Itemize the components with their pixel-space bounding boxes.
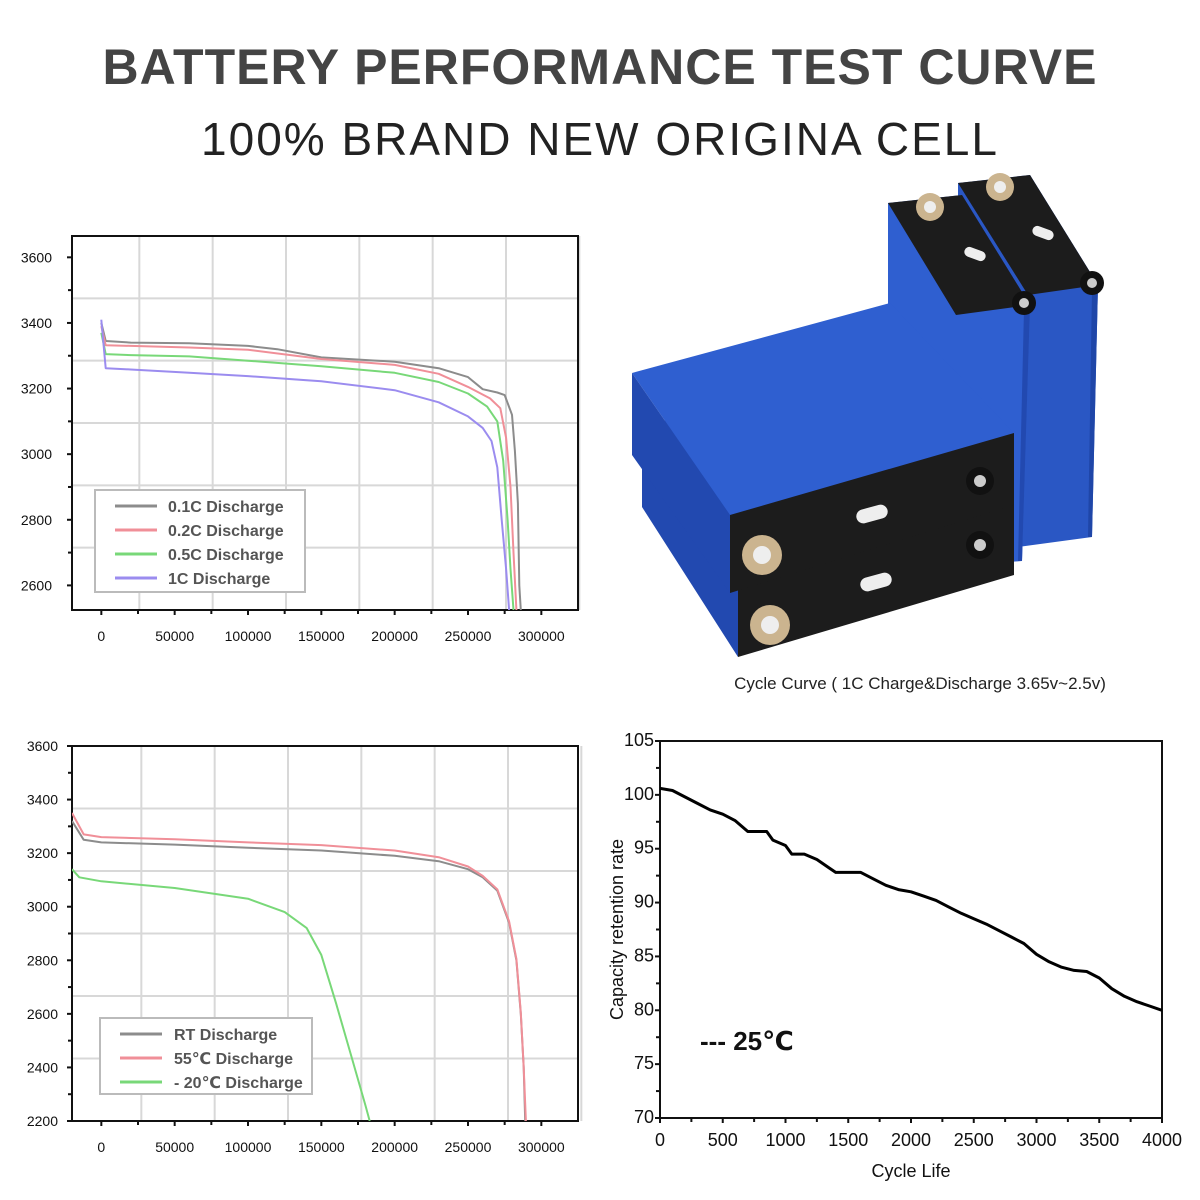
cycle-life-chart: 70 75 80 85 90 95 100 105 0 500 1000 1500 2000 2500 30… <box>607 730 1182 1181</box>
y-tick-label: 3600 <box>21 249 52 265</box>
y-tick-label: 3200 <box>21 381 52 397</box>
y-tick-label: 105 <box>624 730 654 750</box>
x-tick-label: 3500 <box>1079 1130 1119 1150</box>
x-tick-label: 500 <box>708 1130 738 1150</box>
series-line-1 <box>100 325 518 610</box>
page-title: BATTERY PERFORMANCE TEST CURVE <box>102 39 1098 95</box>
y-tick-label: 80 <box>634 999 654 1019</box>
legend-label-0: --- 25℃ <box>700 1026 794 1056</box>
series-line-3 <box>100 319 511 610</box>
x-tick-label: 0 <box>97 628 105 644</box>
y-tick-label: 2600 <box>27 1006 58 1022</box>
legend-label-0: 0.1C Discharge <box>168 499 284 516</box>
x-tick-label: 100000 <box>225 628 272 644</box>
y-tick-label: 3000 <box>27 899 58 915</box>
x-axis-title: Cycle Life <box>871 1161 950 1181</box>
y-tick-label: 3400 <box>27 792 58 808</box>
y-tick-label: 95 <box>634 838 654 858</box>
y-tick-label: 3000 <box>21 446 52 462</box>
series-line-2 <box>72 868 371 1121</box>
y-tick-label: 2400 <box>27 1059 58 1075</box>
discharge-rate-chart: 2600 2800 3000 3200 3400 3600 0 50000 100000 1500… <box>21 235 581 644</box>
page-subtitle: 100% BRAND NEW ORIGINA CELL <box>201 113 999 165</box>
series-line-0 <box>100 322 522 610</box>
product-caption: Cycle Curve ( 1C Charge&Discharge 3.65v~… <box>734 674 1106 693</box>
y-tick-label: 3200 <box>27 845 58 861</box>
y-tick-label: 2200 <box>27 1113 58 1129</box>
legend-label-1: 0.2C Discharge <box>168 523 284 540</box>
legend-box <box>94 489 306 593</box>
y-tick-label: 3400 <box>21 315 52 331</box>
x-tick-label: 100000 <box>225 1139 272 1155</box>
y-tick-label: 85 <box>634 945 654 965</box>
temperature-discharge-chart: 2200 2400 2600 2800 3000 3200 3400 3600 0 50000 10… <box>27 738 583 1155</box>
y-tick-label: 70 <box>634 1107 654 1127</box>
legend-label-3: 1C Discharge <box>168 571 270 588</box>
x-tick-label: 50000 <box>155 628 194 644</box>
x-tick-label: 150000 <box>298 628 345 644</box>
y-tick-label: 90 <box>634 892 654 912</box>
x-tick-label: 200000 <box>371 628 418 644</box>
x-tick-label: 4000 <box>1142 1130 1182 1150</box>
y-tick-label: 2800 <box>21 512 52 528</box>
x-tick-label: 0 <box>655 1130 665 1150</box>
plot-frame <box>71 235 579 611</box>
x-tick-label: 3000 <box>1016 1130 1056 1150</box>
y-tick-label: 75 <box>634 1053 654 1073</box>
x-tick-label: 1500 <box>828 1130 868 1150</box>
x-tick-label: 2500 <box>954 1130 994 1150</box>
plot-frame <box>659 740 1163 1119</box>
y-tick-label: 100 <box>624 784 654 804</box>
series-line-2 <box>100 332 515 610</box>
y-axis-title: Capacity retention rate <box>607 839 627 1020</box>
y-tick-label: 2600 <box>21 577 52 593</box>
x-tick-label: 250000 <box>445 628 492 644</box>
x-tick-label: 300000 <box>518 628 565 644</box>
x-tick-label: 200000 <box>371 1139 418 1155</box>
y-tick-label: 3600 <box>27 738 58 754</box>
legend-label-2: 0.5C Discharge <box>168 547 284 564</box>
legend-label-2: - 20℃ Discharge <box>174 1075 303 1092</box>
x-tick-label: 0 <box>97 1139 105 1155</box>
legend-label-1: 55℃ Discharge <box>174 1051 293 1068</box>
series-line-0 <box>660 786 1162 1012</box>
y-tick-label: 2800 <box>27 952 58 968</box>
x-tick-label: 1000 <box>765 1130 805 1150</box>
battery-cells-illustration <box>632 173 1104 657</box>
battery-cell-top <box>632 303 1014 515</box>
x-tick-label: 250000 <box>445 1139 492 1155</box>
x-tick-label: 150000 <box>298 1139 345 1155</box>
x-tick-label: 2000 <box>891 1130 931 1150</box>
series-line-1 <box>72 812 527 1121</box>
legend-label-0: RT Discharge <box>174 1027 277 1044</box>
x-tick-label: 300000 <box>518 1139 565 1155</box>
x-tick-label: 50000 <box>155 1139 194 1155</box>
